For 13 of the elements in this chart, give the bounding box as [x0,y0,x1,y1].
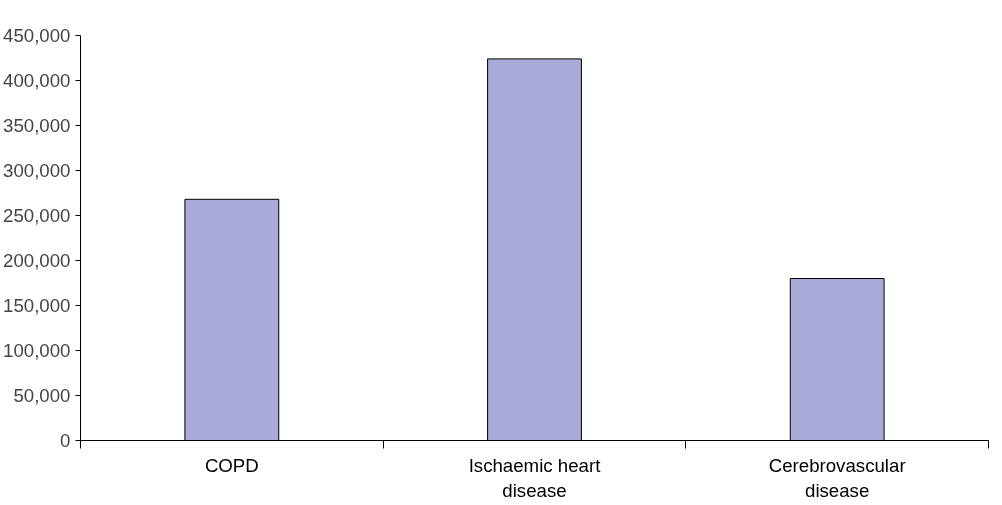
y-tick-label: 250,000 [3,205,71,226]
x-tick-label: Cerebrovascular disease [768,454,906,501]
y-tick-label: 300,000 [3,160,71,181]
y-tick-label: 200,000 [3,250,71,271]
x-tick-label: COPD [204,454,259,476]
y-tick-label: 350,000 [3,115,71,136]
y-tick-label: 0 [60,430,71,451]
y-tick-label: 400,000 [3,70,71,91]
x-tick-label: Ischaemic heart disease [468,454,602,501]
y-tick-label: 50,000 [13,385,71,406]
y-tick-label: 450,000 [3,25,71,46]
y-tick-label: 100,000 [3,340,71,361]
y-tick-label: 150,000 [3,295,71,316]
